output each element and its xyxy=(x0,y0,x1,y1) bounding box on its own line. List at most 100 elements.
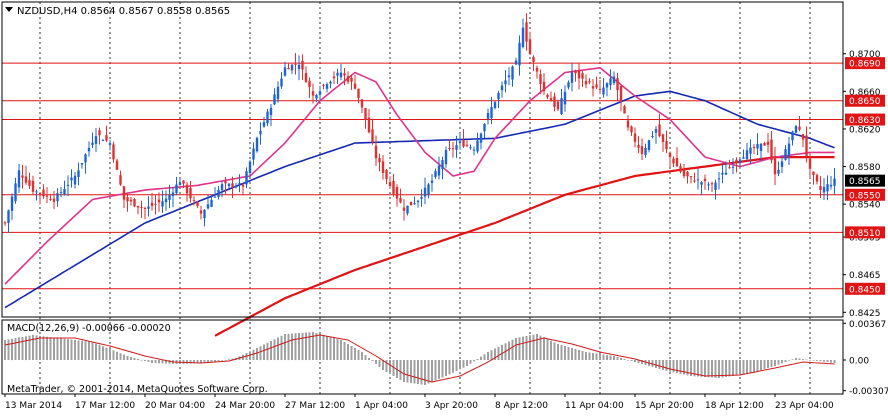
candle-body xyxy=(542,81,546,92)
candle-body xyxy=(535,67,539,72)
macd-bar xyxy=(42,336,45,360)
macd-bar xyxy=(420,360,423,385)
time-axis: 13 Mar 2014 17 Mar 12:00 20 Mar 04:00 24 Ma… xyxy=(4,394,834,411)
candle-body xyxy=(497,93,500,100)
macd-bar xyxy=(277,337,279,360)
candle-body xyxy=(381,161,385,173)
macd-bar xyxy=(147,360,150,362)
candle-body xyxy=(829,184,833,187)
macd-bar xyxy=(60,338,62,360)
macd-bar xyxy=(144,360,146,361)
macd-bar xyxy=(627,360,629,361)
candle-body xyxy=(812,171,815,175)
macd-tick-label: 0.00 xyxy=(849,357,869,367)
candle-body xyxy=(630,126,633,133)
candle-body xyxy=(420,197,423,199)
macd-bar xyxy=(357,350,360,360)
macd-bar xyxy=(112,350,115,360)
candle-body xyxy=(119,175,122,185)
candle-body xyxy=(49,198,52,200)
candle-body xyxy=(444,150,448,165)
candle-body xyxy=(308,80,311,88)
candle-body xyxy=(129,199,133,202)
level-price-label: 0.8510 xyxy=(849,229,881,239)
time-tick-label: 17 Mar 12:00 xyxy=(75,401,135,411)
macd-bar xyxy=(728,360,731,377)
candle-body xyxy=(175,184,178,194)
macd-bar xyxy=(417,360,419,384)
macd-bar xyxy=(707,360,710,378)
macd-bar xyxy=(312,332,314,360)
horizontal-levels[interactable] xyxy=(2,62,843,290)
macd-bar xyxy=(756,360,759,371)
candle-body xyxy=(66,185,70,186)
macd-bar xyxy=(445,360,447,376)
macd-bar xyxy=(553,342,556,360)
macd-bar xyxy=(630,360,633,361)
macd-bar xyxy=(760,360,762,370)
macd-bar xyxy=(798,358,801,360)
macd-bar xyxy=(721,360,724,378)
candle-body xyxy=(654,129,658,133)
macd-signal-line xyxy=(4,334,835,383)
candle-body xyxy=(626,120,630,128)
candle-body xyxy=(360,99,364,108)
candle-body xyxy=(672,158,675,164)
candle-body xyxy=(196,202,199,207)
macd-bar xyxy=(511,339,514,361)
macd-bar xyxy=(571,348,573,360)
macd-bar xyxy=(291,333,293,360)
candle-body xyxy=(833,178,836,186)
candle-body xyxy=(801,134,805,140)
candle-body xyxy=(598,88,602,90)
macd-bar xyxy=(739,360,741,375)
macd-bar xyxy=(560,345,563,360)
symbol-dropdown-icon[interactable] xyxy=(5,7,13,12)
macd-bar xyxy=(658,360,661,369)
candle-body xyxy=(409,201,413,206)
candle-body xyxy=(3,222,7,224)
candle-body xyxy=(385,170,388,180)
candle-body xyxy=(570,72,574,83)
macd-bar xyxy=(130,357,132,360)
level-price-label: 0.8550 xyxy=(849,191,881,201)
candle-body xyxy=(371,129,374,143)
macd-bar xyxy=(273,339,276,361)
macd-bar xyxy=(459,360,461,370)
candle-body xyxy=(574,70,577,74)
candle-body xyxy=(133,199,136,207)
macd-bar xyxy=(483,354,486,360)
level-price-tag xyxy=(845,113,885,126)
level-price-label: 0.8650 xyxy=(849,97,881,107)
macd-bar xyxy=(690,360,692,376)
candle-body xyxy=(206,204,210,209)
chart-frame xyxy=(1,1,844,395)
candle-body xyxy=(770,139,773,161)
candle-body xyxy=(686,171,689,177)
macd-bar xyxy=(679,360,682,374)
macd-bar xyxy=(326,336,328,360)
price-tick-label: 0.8465 xyxy=(849,271,881,281)
macd-bar xyxy=(816,360,818,361)
candle-body xyxy=(693,180,696,182)
candle-body xyxy=(784,149,787,160)
candle-body xyxy=(595,84,598,88)
macd-bar xyxy=(193,360,195,364)
level-price-label: 0.8630 xyxy=(849,116,881,126)
macd-bar xyxy=(217,360,220,362)
candle-body xyxy=(402,207,406,211)
price-tick-label: 0.8505 xyxy=(849,234,881,244)
candle-body xyxy=(122,186,126,200)
macd-bar xyxy=(711,360,713,378)
candle-body xyxy=(283,67,287,76)
candle-body xyxy=(336,72,339,76)
macd-bar xyxy=(368,358,370,360)
candle-body xyxy=(777,169,780,174)
candle-body xyxy=(315,95,318,99)
candle-body xyxy=(343,73,346,76)
candle-body xyxy=(399,198,402,203)
macd-bar xyxy=(378,360,381,367)
candle-body xyxy=(416,200,420,203)
